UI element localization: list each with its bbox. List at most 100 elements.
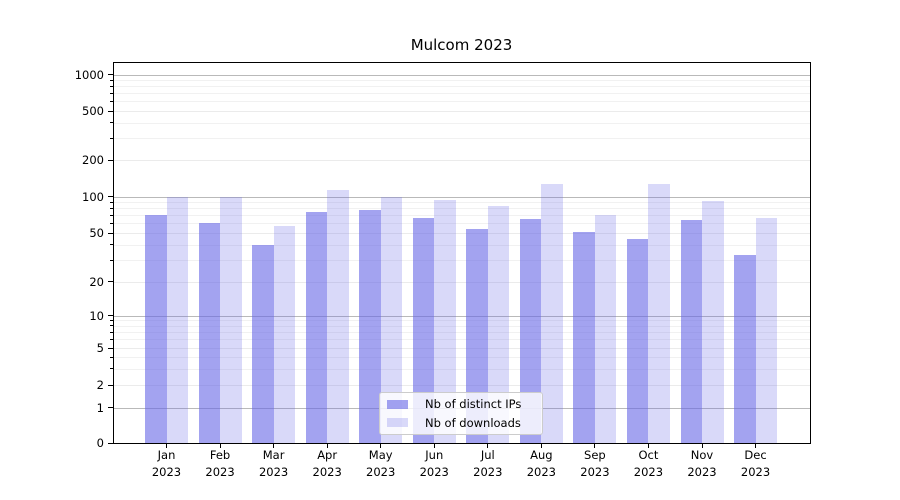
bar-sep-distinct-ips	[573, 231, 595, 443]
gridline-minor-90	[114, 202, 810, 204]
gridline-minor-40	[114, 244, 810, 246]
x-tick-label-jul: Jul 2023	[473, 448, 503, 479]
bar-apr-distinct-ips	[305, 211, 328, 443]
x-tick-label-jun: Jun 2023	[419, 448, 449, 479]
gridline-5	[114, 348, 810, 349]
bar-dec-downloads	[755, 218, 778, 443]
x-tick-label-nov: Nov 2023	[687, 448, 717, 479]
x-tick-label-jan: Jan 2023	[151, 448, 182, 479]
y-minor-tick-700	[110, 92, 113, 94]
bar-jan-distinct-ips	[145, 215, 167, 443]
y-minor-tick-600	[110, 100, 113, 102]
gridline-minor-900	[114, 80, 810, 82]
legend: Nb of distinct IPs Nb of downloads	[379, 392, 543, 435]
x-tick-label-mar: Mar 2023	[258, 448, 289, 479]
gridline-minor-30	[114, 260, 810, 262]
y-minor-tick-80	[110, 207, 113, 209]
gridline-1000	[114, 74, 810, 76]
y-minor-tick-40	[110, 244, 113, 246]
x-tick-jun	[433, 444, 435, 448]
y-tick-label-100: 100	[82, 189, 104, 204]
y-tick-label-0: 0	[96, 436, 104, 450]
gridline-200	[114, 160, 810, 161]
x-tick-label-may: May 2023	[366, 448, 396, 479]
x-tick-label-feb: Feb 2023	[205, 448, 235, 479]
x-tick-mar	[273, 444, 275, 448]
gridline-minor-8	[114, 325, 810, 327]
y-tick-200	[108, 159, 113, 161]
y-tick-label-200: 200	[82, 153, 104, 167]
bar-nov-distinct-ips	[680, 220, 702, 443]
bar-nov-downloads	[702, 200, 724, 443]
y-tick-10	[108, 315, 113, 316]
gridline-minor-60	[114, 223, 810, 225]
y-tick-1	[108, 407, 113, 408]
bar-apr-downloads	[327, 189, 349, 443]
y-minor-tick-9	[110, 319, 113, 321]
x-tick-label-oct: Oct 2023	[633, 448, 664, 479]
bar-dec-distinct-ips	[734, 254, 756, 443]
x-tick-label-dec: Dec 2023	[740, 448, 771, 479]
x-tick-may	[380, 444, 382, 448]
x-tick-label-apr: Apr 2023	[312, 448, 342, 479]
y-minor-tick-7	[110, 331, 113, 333]
bar-jan-downloads	[166, 196, 188, 443]
gridline-minor-4	[114, 357, 810, 358]
y-minor-tick-6	[110, 338, 113, 340]
y-tick-label-1: 1	[96, 400, 104, 415]
x-tick-label-aug: Aug 2023	[526, 448, 556, 479]
bar-oct-downloads	[648, 183, 670, 443]
y-minor-tick-70	[110, 214, 113, 216]
gridline-minor-400	[114, 122, 810, 124]
y-minor-tick-60	[110, 222, 113, 224]
spine-top	[113, 62, 811, 63]
bar-feb-downloads	[220, 196, 242, 443]
gridline-minor-600	[114, 101, 810, 103]
y-tick-1000	[108, 74, 113, 75]
legend-swatch-distinct-ips	[387, 399, 408, 410]
bar-jul-downloads	[487, 206, 510, 443]
y-tick-50	[108, 232, 113, 234]
bar-may-distinct-ips	[359, 210, 381, 443]
gridline-minor-6	[114, 339, 810, 341]
y-tick-label-2: 2	[96, 378, 104, 392]
y-tick-2	[108, 384, 113, 386]
y-minor-tick-800	[110, 85, 113, 87]
y-tick-100	[108, 196, 113, 197]
y-tick-label-500: 500	[82, 104, 104, 118]
y-minor-tick-400	[110, 122, 113, 124]
y-minor-tick-900	[110, 79, 113, 81]
y-minor-tick-4	[110, 356, 113, 358]
gridline-minor-9	[114, 320, 810, 322]
y-tick-label-10: 10	[89, 308, 104, 323]
x-tick-aug	[540, 444, 542, 448]
y-tick-label-50: 50	[89, 226, 104, 240]
legend-row: Nb of distinct IPs	[387, 395, 536, 413]
x-tick-jan	[166, 444, 167, 448]
gridline-minor-70	[114, 215, 810, 217]
bar-mar-downloads	[273, 226, 296, 443]
bar-jul-distinct-ips	[466, 228, 488, 443]
x-tick-dec	[755, 444, 757, 448]
gridline-500	[114, 111, 810, 112]
y-tick-label-5: 5	[96, 341, 104, 355]
gridline-2	[114, 385, 810, 386]
y-minor-tick-3	[110, 368, 113, 370]
legend-row: Nb of downloads	[387, 414, 536, 432]
bar-sep-downloads	[594, 215, 617, 443]
bar-may-downloads	[380, 196, 403, 443]
gridline-minor-700	[114, 93, 810, 95]
gridline-20	[114, 281, 810, 283]
x-tick-label-sep: Sep 2023	[580, 448, 610, 479]
spine-left	[113, 62, 114, 444]
legend-label-distinct-ips: Nb of distinct IPs	[425, 397, 522, 412]
y-tick-500	[108, 110, 113, 112]
y-tick-0	[108, 442, 113, 444]
gridline-minor-7	[114, 332, 810, 334]
bar-oct-distinct-ips	[626, 238, 649, 443]
gridline-minor-800	[114, 86, 810, 88]
gridline-10	[114, 315, 810, 317]
y-tick-label-20: 20	[89, 274, 104, 289]
gridline-minor-80	[114, 208, 810, 210]
